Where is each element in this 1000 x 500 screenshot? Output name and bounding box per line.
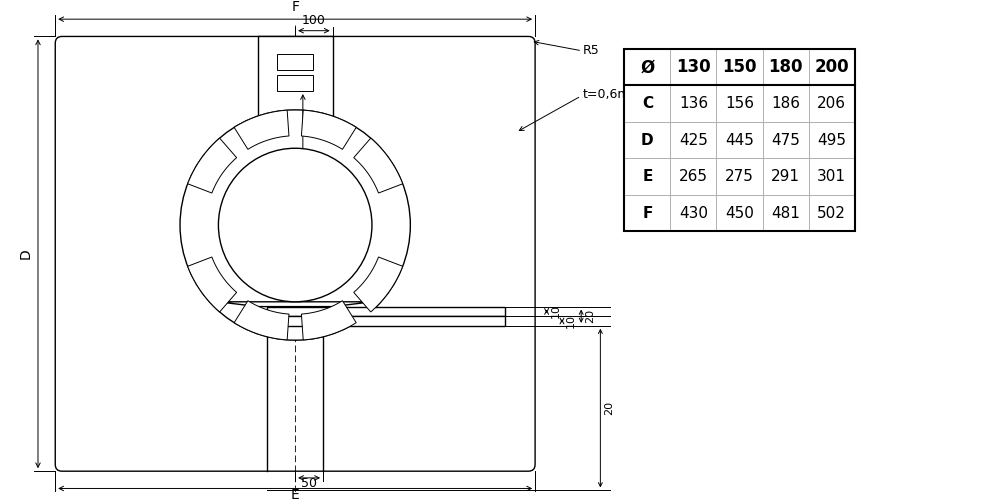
Bar [624, 122, 670, 158]
Text: 130: 130 [676, 58, 711, 76]
Text: 10: 10 [550, 304, 560, 318]
Bar [716, 122, 763, 158]
Bar [716, 86, 763, 122]
Text: 100: 100 [302, 14, 326, 27]
Text: E: E [642, 169, 653, 184]
Text: 200: 200 [814, 58, 849, 76]
Text: 291: 291 [771, 169, 800, 184]
Bar [670, 86, 716, 122]
Polygon shape [188, 138, 237, 193]
Text: 475: 475 [771, 132, 800, 148]
Bar [763, 86, 809, 122]
Bar [763, 122, 809, 158]
Text: E: E [291, 488, 300, 500]
Text: 275: 275 [725, 169, 754, 184]
Text: 150: 150 [722, 58, 757, 76]
Bar [624, 86, 670, 122]
Text: t=0,6mm: t=0,6mm [583, 88, 643, 101]
Bar [670, 195, 716, 232]
Bar [624, 49, 855, 232]
Bar [716, 158, 763, 195]
Text: 502: 502 [817, 206, 846, 220]
Bar [267, 306, 505, 316]
Text: D: D [641, 132, 654, 148]
Bar [763, 49, 809, 86]
Text: C: C [642, 96, 653, 111]
Circle shape [180, 110, 410, 340]
Bar [624, 195, 670, 232]
Bar [763, 195, 809, 232]
Bar [258, 36, 333, 146]
Polygon shape [188, 257, 237, 312]
Text: 156: 156 [725, 96, 754, 111]
Text: 10: 10 [566, 314, 576, 328]
Circle shape [218, 148, 372, 302]
Text: 430: 430 [679, 206, 708, 220]
Bar [716, 195, 763, 232]
Text: 445: 445 [725, 132, 754, 148]
Text: C: C [311, 218, 321, 232]
Bar [277, 54, 313, 70]
FancyBboxPatch shape [55, 36, 535, 471]
Bar [670, 158, 716, 195]
Text: 495: 495 [817, 132, 846, 148]
Bar [624, 158, 670, 195]
Text: 180: 180 [768, 58, 803, 76]
Text: 186: 186 [771, 96, 800, 111]
Polygon shape [354, 138, 403, 193]
Bar [763, 158, 809, 195]
Text: 20: 20 [585, 309, 595, 324]
Polygon shape [234, 110, 289, 150]
Bar [624, 49, 670, 86]
Bar [809, 86, 855, 122]
Polygon shape [354, 257, 403, 312]
Text: 136: 136 [679, 96, 708, 111]
Bar [809, 195, 855, 232]
Text: 265: 265 [679, 169, 708, 184]
Bar [809, 49, 855, 86]
Text: F: F [642, 206, 653, 220]
Bar [809, 158, 855, 195]
Polygon shape [218, 302, 372, 306]
Text: F: F [291, 0, 299, 14]
Bar [277, 75, 313, 91]
Text: 301: 301 [817, 169, 846, 184]
Polygon shape [301, 110, 356, 150]
Text: Ø: Ø [640, 58, 655, 76]
Text: D: D [18, 248, 32, 259]
Text: 481: 481 [771, 206, 800, 220]
Bar [809, 122, 855, 158]
Bar [670, 49, 716, 86]
Polygon shape [301, 300, 356, 340]
Text: 206: 206 [817, 96, 846, 111]
Bar [716, 49, 763, 86]
Bar [670, 122, 716, 158]
Text: 425: 425 [679, 132, 708, 148]
Text: 50: 50 [301, 478, 317, 490]
Text: 20: 20 [604, 401, 614, 415]
Text: R5: R5 [583, 44, 600, 58]
Text: 450: 450 [725, 206, 754, 220]
Polygon shape [234, 300, 289, 340]
Bar [260, 316, 505, 326]
